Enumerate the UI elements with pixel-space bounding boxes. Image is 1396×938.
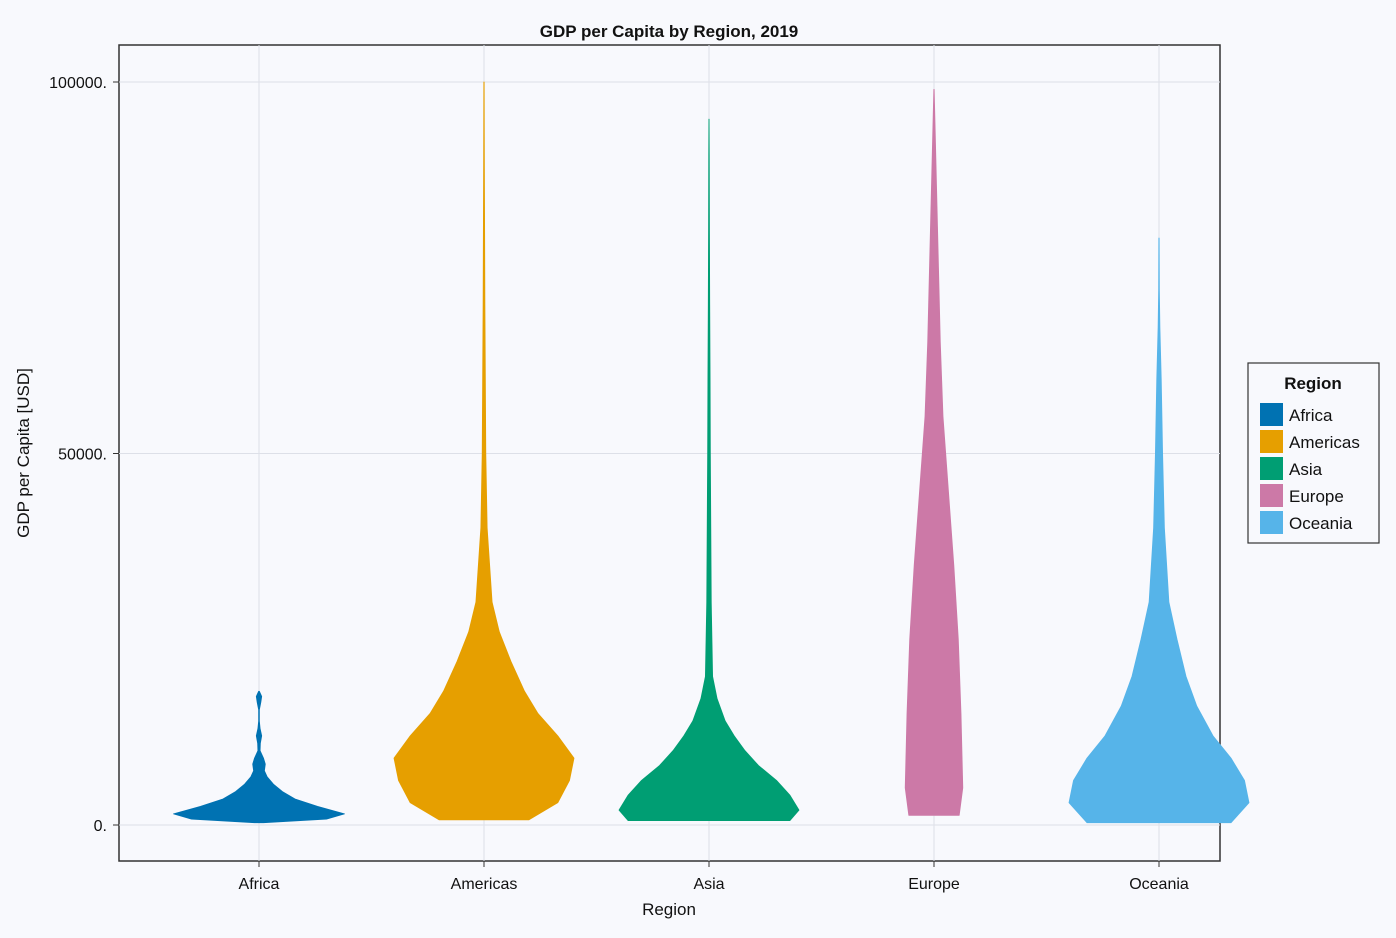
violin-americas — [393, 81, 575, 821]
legend-label: Europe — [1289, 487, 1344, 506]
legend-swatch-africa — [1260, 403, 1283, 426]
violin-europe — [904, 89, 964, 816]
y-tick-label: 100000. — [49, 75, 107, 92]
violin-asia — [618, 118, 800, 821]
x-tick-label: Oceania — [1129, 876, 1189, 893]
y-axis: 0. 50000. 100000. — [49, 75, 119, 835]
legend-swatch-europe — [1260, 484, 1283, 507]
violin-oceania — [1068, 237, 1250, 824]
violin-africa — [173, 690, 345, 824]
x-tick-label: Americas — [451, 876, 518, 893]
y-tick-label: 50000. — [58, 447, 107, 464]
x-tick-label: Africa — [239, 876, 280, 893]
violins — [173, 81, 1250, 824]
legend-label: Americas — [1289, 433, 1360, 452]
x-tick-label: Asia — [693, 876, 724, 893]
chart-title: GDP per Capita by Region, 2019 — [540, 22, 799, 41]
x-axis-label: Region — [642, 900, 696, 919]
x-axis: Africa Americas Asia Europe Oceania — [239, 861, 1189, 893]
legend-swatch-oceania — [1260, 511, 1283, 534]
legend: Region Africa Americas Asia Europe Oceania — [1247, 362, 1380, 544]
y-tick-label: 0. — [94, 818, 107, 835]
legend-items: Africa Americas Asia Europe Oceania — [1260, 403, 1360, 534]
legend-title: Region — [1284, 374, 1342, 393]
legend-label: Africa — [1289, 406, 1333, 425]
y-axis-label: GDP per Capita [USD] — [14, 368, 33, 538]
legend-swatch-asia — [1260, 457, 1283, 480]
legend-label: Asia — [1289, 460, 1323, 479]
x-tick-label: Europe — [908, 876, 960, 893]
legend-swatch-americas — [1260, 430, 1283, 453]
legend-label: Oceania — [1289, 514, 1353, 533]
